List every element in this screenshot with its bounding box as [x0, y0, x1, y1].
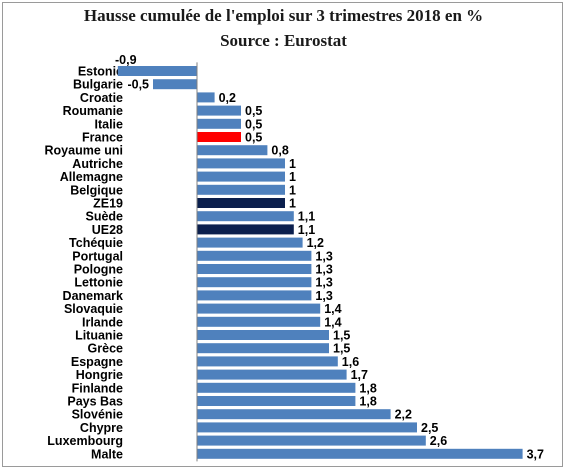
bar: [197, 145, 268, 156]
bar: [197, 356, 338, 367]
bar: [197, 198, 285, 208]
category-label: Roumanie: [63, 104, 123, 118]
category-label: Luxembourg: [47, 434, 123, 448]
category-label: Pays Bas: [67, 395, 123, 409]
category-label: Grèce: [88, 342, 123, 356]
category-label: Croatie: [80, 91, 123, 105]
value-label: 1: [289, 183, 296, 197]
chart-title: Hausse cumulée de l'emploi sur 3 trimest…: [83, 6, 484, 25]
bar: [197, 237, 303, 248]
value-label: 2,2: [395, 408, 412, 422]
category-label: Autriche: [72, 157, 123, 171]
value-label: 0,8: [271, 144, 288, 158]
bar: [197, 105, 241, 116]
value-label: 1,8: [359, 381, 376, 395]
value-label: 2,5: [421, 421, 438, 435]
bar: [197, 316, 321, 327]
bar: [153, 79, 197, 90]
category-label: Chypre: [80, 421, 123, 435]
value-label: 1: [289, 170, 296, 184]
bar: [117, 66, 197, 76]
category-label: Espagne: [71, 355, 123, 369]
bar: [197, 396, 356, 406]
category-label: Suède: [85, 210, 123, 224]
value-label: 1,1: [298, 223, 315, 237]
category-label: Slovaquie: [64, 302, 123, 316]
bar: [197, 448, 523, 459]
bar: [197, 303, 321, 314]
category-label: Italie: [95, 117, 124, 131]
category-label: Belgique: [70, 183, 123, 197]
category-label: Lettonie: [74, 276, 123, 290]
value-label: 0,5: [245, 104, 262, 118]
value-label: 1,3: [315, 249, 332, 263]
category-label: Danemark: [63, 289, 123, 303]
bar: [197, 211, 294, 222]
category-label: Tchéquie: [69, 236, 123, 250]
category-label: Irlande: [82, 315, 123, 329]
value-label: -0,5: [127, 78, 149, 92]
category-label: Slovénie: [72, 408, 123, 422]
value-label: 0,5: [245, 131, 262, 145]
bar: [197, 184, 285, 195]
bar: [197, 118, 241, 129]
value-label: 1,3: [315, 276, 332, 290]
value-label: 2,6: [430, 434, 447, 448]
chart-subtitle: Source : Eurostat: [220, 31, 347, 50]
bar: [197, 250, 312, 261]
bar: [197, 290, 312, 301]
category-label: ZE19: [93, 197, 123, 211]
value-label: 1: [289, 157, 296, 171]
value-label: 0,2: [219, 91, 236, 105]
bar: [197, 422, 417, 433]
category-label: Pologne: [74, 263, 123, 277]
value-label: 1,5: [333, 342, 350, 356]
bar: [197, 382, 356, 393]
bar: [197, 330, 329, 340]
category-label: Portugal: [72, 249, 123, 263]
category-label: Hongrie: [76, 368, 123, 382]
value-label: 1,6: [342, 355, 359, 369]
value-label: 1,2: [307, 236, 324, 250]
bar: [197, 171, 285, 182]
bar: [197, 369, 347, 380]
value-label: 1,3: [315, 289, 332, 303]
bar: [197, 224, 294, 235]
value-label: 1,3: [315, 263, 332, 277]
bar: [197, 264, 312, 274]
value-label: 1,4: [324, 302, 341, 316]
bar: [197, 343, 329, 354]
category-label: Bulgarie: [73, 78, 123, 92]
value-label: 1,1: [298, 210, 315, 224]
bar: [197, 158, 285, 169]
bar: [197, 435, 426, 446]
category-label: Lituanie: [75, 329, 123, 343]
bar: [197, 132, 241, 142]
category-label: Royaume uni: [45, 144, 124, 158]
category-label: Finlande: [72, 381, 123, 395]
value-label: 0,5: [245, 117, 262, 131]
category-label: France: [82, 131, 123, 145]
bar: [197, 92, 215, 103]
value-label: 1: [289, 197, 296, 211]
category-label: UE28: [92, 223, 123, 237]
value-label: -0,9: [115, 53, 137, 67]
bar: [197, 409, 391, 420]
category-label: Malte: [91, 447, 123, 461]
value-label: 1,7: [351, 368, 368, 382]
value-label: 1,5: [333, 329, 350, 343]
chart-frame: [2, 2, 563, 467]
value-label: 3,7: [527, 447, 544, 461]
value-label: 1,4: [324, 315, 341, 329]
category-label: Estonie: [78, 65, 123, 79]
category-label: Allemagne: [60, 170, 123, 184]
bar: [197, 277, 312, 288]
value-label: 1,8: [359, 395, 376, 409]
